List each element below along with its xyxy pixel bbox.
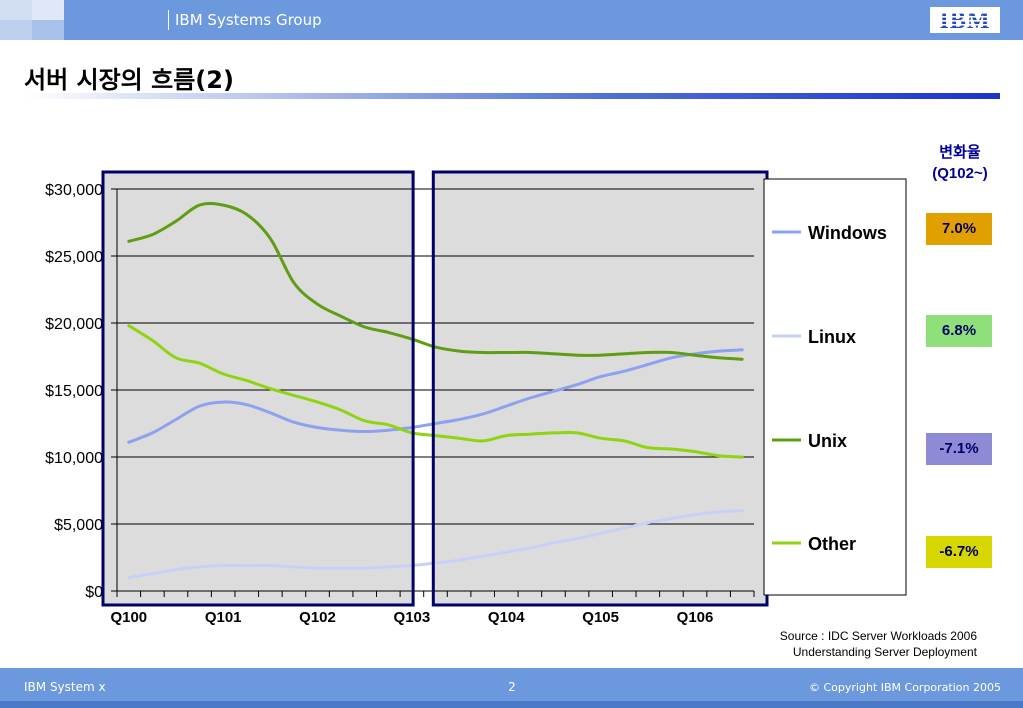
change-rate-windows: 7.0% — [926, 213, 992, 245]
x-tick-label: Q105 — [582, 609, 619, 626]
legend-label-other: Other — [808, 534, 856, 554]
x-tick-label: Q103 — [394, 609, 431, 626]
y-tick-label: $15,000 — [45, 383, 103, 400]
source-line-1: Source : IDC Server Workloads 2006 — [779, 629, 977, 643]
x-tick-label: Q101 — [205, 609, 242, 626]
ibm-logo: IBM — [930, 7, 1000, 33]
change-rate-heading-line2: (Q102~) — [932, 165, 988, 182]
y-tick-label: $10,000 — [45, 450, 103, 467]
group-label: IBM Systems Group — [168, 10, 322, 30]
header-decor-square — [32, 20, 64, 40]
y-tick-label: $20,000 — [45, 316, 103, 333]
header-decor-square — [32, 0, 64, 20]
change-rate-other: -6.7% — [926, 536, 992, 568]
legend-label-unix: Unix — [808, 431, 847, 451]
header-decor-square — [0, 20, 32, 40]
highlight-region-fill — [103, 172, 414, 605]
series-line-linux — [127, 509, 744, 580]
title-divider — [24, 93, 1000, 99]
series-line-other — [127, 324, 744, 459]
x-tick-label: Q102 — [299, 609, 336, 626]
header-bar — [0, 0, 1023, 40]
footer-strip — [0, 701, 1023, 708]
series-line-unix — [127, 201, 744, 361]
x-tick-label: Q104 — [488, 609, 525, 626]
series-line-windows — [127, 348, 744, 444]
page-number: 2 — [508, 680, 516, 694]
highlight-region-frame — [101, 170, 415, 607]
header-decor-square — [0, 0, 32, 20]
page-title: 서버 시장의 흐름(2) — [24, 66, 234, 94]
y-tick-label: $5,000 — [54, 517, 103, 534]
change-rate-linux: 6.8% — [926, 315, 992, 347]
change-rate-unix: -7.1% — [926, 433, 992, 465]
y-tick-label: $0 — [85, 584, 103, 601]
y-tick-label: $30,000 — [45, 182, 103, 199]
change-rate-heading-line1: 변화율 — [939, 144, 981, 161]
x-tick-label: Q100 — [110, 609, 147, 626]
footer-copyright: © Copyright IBM Corporation 2005 — [809, 681, 1001, 694]
x-tick-label: Q106 — [677, 609, 714, 626]
server-market-line-chart: $0 $5,000 $10,000 $15,000 $20,000 $25,000 $30,… — [45, 170, 907, 626]
source-note: Source : IDC Server Workloads 2006 Under… — [780, 628, 977, 660]
y-tick-label: $25,000 — [45, 249, 103, 266]
footer-product: IBM System x — [24, 680, 106, 694]
legend-box — [763, 178, 907, 596]
change-rate-heading: 변화율 (Q102~) — [918, 142, 1002, 184]
legend-label-linux: Linux — [808, 327, 856, 347]
highlight-region-fill — [433, 172, 767, 605]
source-line-2: Understanding Server Deployment — [792, 645, 977, 659]
legend-label-windows: Windows — [808, 223, 887, 243]
